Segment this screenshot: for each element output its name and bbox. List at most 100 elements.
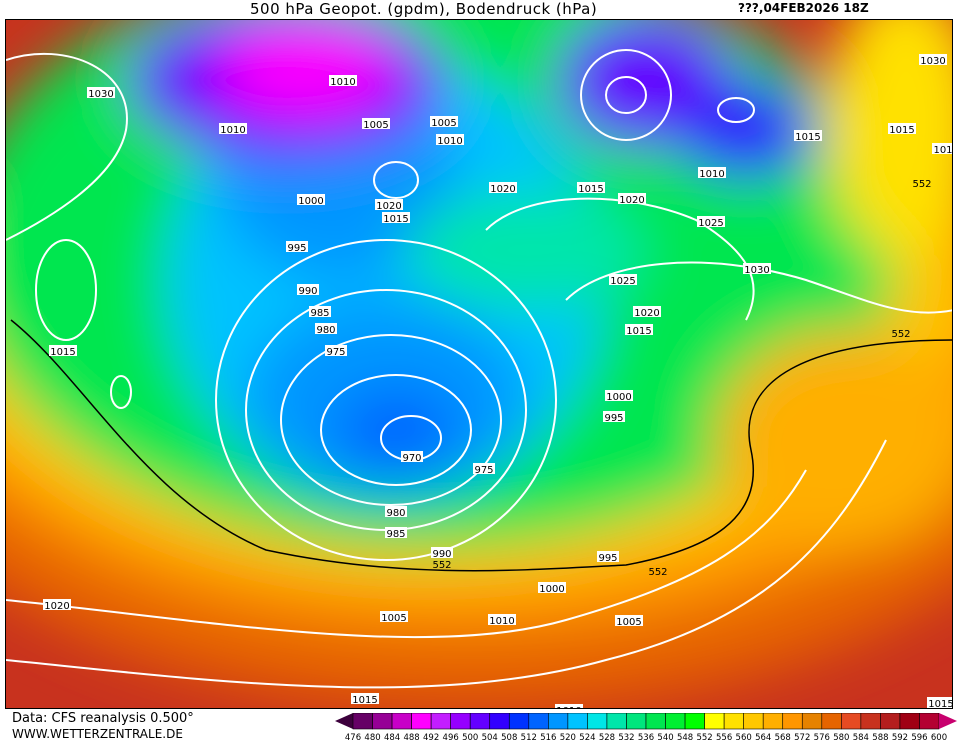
color-legend: 476 480 484 488 492 496 500 504 508 512 516 520 524 5… [335,713,957,741]
isobar-label: 1015 [795,132,820,143]
isobar-label-bg [297,284,319,295]
isobar-label-bg [401,451,423,462]
legend-bin [704,713,725,730]
isobar-label-bg [325,345,347,356]
legend-bin [489,713,510,730]
legend-tick-label: 556 [716,733,732,741]
legend-tick-label: 592 [892,733,908,741]
isobar-label: 1010 [699,169,724,180]
isobar-label-bg [609,274,637,285]
legend-tick-label: 520 [560,733,576,741]
isobar-label: 552 [891,329,910,340]
legend-bin [665,713,686,730]
isobar-label: 1015 [383,214,408,225]
isobar-label-bg [597,551,619,562]
legend-arrow-high [939,713,957,729]
isobar-label: 1015 [578,184,603,195]
isobar-label-bg [87,87,115,98]
legend-bin [391,713,412,730]
legend-tick-label: 508 [501,733,517,741]
isobar-label: 1005 [363,120,388,131]
legend-bin [606,713,627,730]
isobar-label: 995 [604,413,623,424]
isobar-label: 1000 [298,196,323,207]
isobar-label: 985 [310,308,329,319]
isobar-label: 1015 [928,699,953,709]
website: WWW.WETTERZENTRALE.DE [12,727,183,741]
isobar-label-bg [488,614,516,625]
isobar-label: 1010 [437,136,462,147]
isobar-label: 1005 [381,613,406,624]
isobar-label: 1010 [556,706,581,709]
legend-bin [723,713,744,730]
isobar-label: 1030 [920,56,945,67]
isobar-label-bg [473,463,495,474]
isobar-label: 1010 [489,616,514,627]
map-title: 500 hPa Geopot. (gpdm), Bodendruck (hPa) [250,0,598,18]
isobar-label-bg [932,143,952,154]
legend-tick-label: 572 [794,733,810,741]
isobar-label-bg [43,599,71,610]
isobar-label-bg [743,263,771,274]
isobar-label-bg [436,134,464,145]
legend-bin [508,713,530,730]
legend-bin [801,713,823,730]
isobar-label: 101 [933,145,952,156]
legend-tick-label: 488 [403,733,419,741]
isobar-label-bg [698,167,726,178]
isobar-label: 1015 [626,326,651,337]
legend-bin [528,713,549,730]
isobar-label: 970 [402,453,421,464]
isobar-label: 985 [386,529,405,540]
isobar-label: 990 [432,549,451,560]
isobar-label: 1015 [50,347,75,358]
isobar-label-bg [297,194,325,205]
legend-bin [684,713,705,730]
geopotential-field [6,20,952,708]
isobar-label-bg [431,547,453,558]
legend-tick-label: 548 [677,733,693,741]
legend-arrow-low [335,713,353,729]
isobar-label-bg [888,123,916,134]
isobar-label: 1020 [619,195,644,206]
legend-tick-label: 496 [443,733,459,741]
isobar-label: 975 [474,465,493,476]
legend-bin [450,713,471,730]
legend-tick-label: 500 [462,733,478,741]
isobar-label: 1030 [88,89,113,100]
552-contour [10,319,952,572]
isobar-label-bg [430,116,458,127]
isobar-label: 1025 [610,276,635,287]
isobar-label-bg [380,611,408,622]
isobar-label-bg [794,130,822,141]
isobar-label-bg [603,411,625,422]
legend-tick-label: 528 [599,733,615,741]
isobar-label: 1010 [220,125,245,136]
isobar-label-bg [615,615,643,626]
legend-tick-label: 516 [540,733,556,741]
isobar-label-bg [489,182,517,193]
weather-map: 1030 1010 1010 1005 1005 1010 1020 1015 1000 995 9… [5,19,953,709]
legend-bin [880,713,901,730]
isobars [6,49,952,689]
isobar-label: 975 [326,347,345,358]
legend-bin [899,713,920,730]
legend-bin [548,713,569,730]
isobar-label-bg [315,323,337,334]
isobar-label: 1020 [376,201,401,212]
isobar-label: 552 [912,179,931,190]
isobar-label: 1020 [44,601,69,612]
legend-tick-label: 560 [736,733,752,741]
isobar-label-bg [385,506,407,517]
isobar-label: 1020 [634,308,659,319]
isobar-label: 995 [287,243,306,254]
legend-tick-label: 568 [775,733,791,741]
legend-tick-label: 476 [345,733,361,741]
isobar-label: 1030 [744,265,769,276]
isobar-label-bg [375,199,403,210]
legend-tick-label: 484 [384,733,400,741]
isobar-label: 1020 [490,184,515,195]
legend-bin [860,713,881,730]
legend-bin [411,713,432,730]
legend-tick-label: 504 [482,733,498,741]
